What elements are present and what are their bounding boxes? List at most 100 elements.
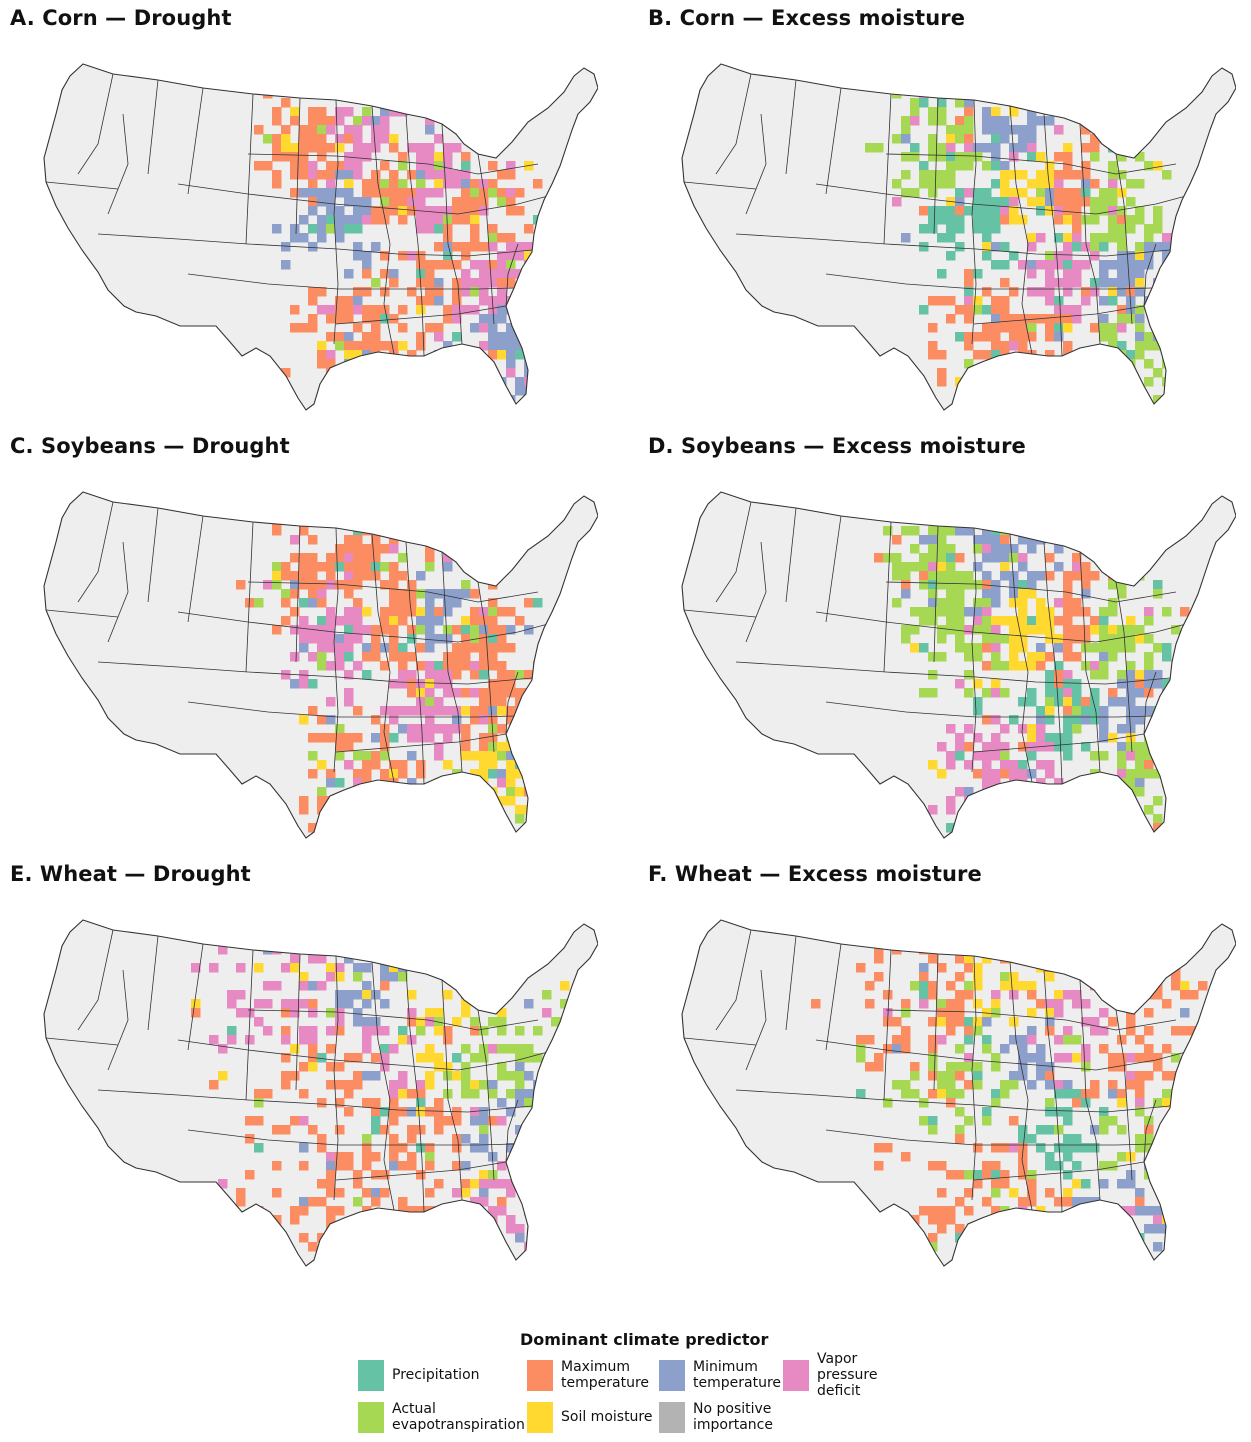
county-cell	[1045, 116, 1055, 126]
county-cell	[919, 224, 929, 234]
county-cell	[371, 1017, 381, 1027]
county-cell	[434, 697, 444, 707]
county-cell	[973, 386, 983, 396]
county-cell	[1108, 580, 1118, 590]
county-cell	[946, 1008, 956, 1018]
county-cell	[1180, 1008, 1190, 1018]
county-cell	[479, 652, 489, 662]
county-cell	[1171, 1197, 1181, 1207]
county-cell	[991, 589, 1001, 599]
state-border	[815, 1039, 1187, 1071]
county-cell	[479, 751, 489, 761]
county-cell	[371, 634, 381, 644]
county-cell	[1000, 1080, 1010, 1090]
county-cell	[497, 278, 507, 288]
county-cell	[218, 1071, 228, 1081]
county-cell	[1036, 1224, 1046, 1234]
county-cell	[964, 981, 974, 991]
legend-item-no-positive-importance: No positive importance	[659, 1400, 773, 1434]
county-cell	[1054, 670, 1064, 680]
county-cell	[1063, 1089, 1073, 1099]
county-cell	[317, 733, 327, 743]
county-cell	[470, 215, 480, 225]
county-cell	[380, 742, 390, 752]
county-cell	[470, 1143, 480, 1153]
county-cell	[1000, 751, 1010, 761]
county-cell	[299, 1089, 309, 1099]
county-cell	[353, 634, 363, 644]
county-cell	[991, 1188, 1001, 1198]
county-cell	[470, 990, 480, 1000]
county-cell	[542, 377, 552, 387]
county-cell	[272, 1161, 282, 1171]
county-cell	[389, 589, 399, 599]
county-cell	[326, 553, 336, 563]
county-cell	[317, 499, 327, 509]
county-cell	[380, 963, 390, 973]
county-cell	[308, 652, 318, 662]
county-cell	[452, 1134, 462, 1144]
county-cell	[937, 377, 947, 387]
county-cell	[937, 544, 947, 554]
county-cell	[416, 724, 426, 734]
county-cell	[533, 251, 543, 261]
county-cell	[991, 598, 1001, 608]
county-cell	[1108, 936, 1118, 946]
county-cell	[991, 508, 1001, 518]
county-cell	[380, 796, 390, 806]
county-cell	[1063, 1035, 1073, 1045]
county-cell	[946, 805, 956, 815]
county-cell	[1171, 972, 1181, 982]
county-cell	[1234, 1188, 1236, 1198]
county-cell	[344, 125, 354, 135]
county-cell	[1108, 170, 1118, 180]
county-cell	[919, 999, 929, 1009]
county-cell	[1045, 1098, 1055, 1108]
county-cell	[299, 805, 309, 815]
county-cell	[991, 643, 1001, 653]
county-cell	[434, 296, 444, 306]
county-cell	[515, 715, 525, 725]
county-cell	[353, 796, 363, 806]
county-cell	[299, 927, 309, 937]
county-cell	[416, 1242, 426, 1252]
county-cell	[946, 1080, 956, 1090]
county-cell	[461, 152, 471, 162]
county-cell	[1090, 152, 1100, 162]
county-cell	[488, 260, 498, 270]
county-cell	[1090, 1125, 1100, 1135]
county-cell	[1126, 251, 1136, 261]
county-cell	[1045, 733, 1055, 743]
county-cell	[533, 1098, 543, 1108]
county-cell	[1099, 652, 1109, 662]
county-cell	[452, 688, 462, 698]
county-cell	[434, 332, 444, 342]
county-cell	[1018, 508, 1028, 518]
county-cell	[407, 688, 417, 698]
county-cell	[1108, 1161, 1118, 1171]
state-border	[1009, 105, 1033, 355]
county-cell	[1000, 179, 1010, 189]
county-cell	[1099, 751, 1109, 761]
county-cell	[964, 287, 974, 297]
county-cell	[928, 170, 938, 180]
county-cell	[353, 377, 363, 387]
county-cell	[326, 377, 336, 387]
county-cell	[335, 742, 345, 752]
county-cell	[380, 1170, 390, 1180]
county-cell	[254, 1215, 264, 1225]
county-cell	[416, 1080, 426, 1090]
county-cell	[317, 634, 327, 644]
county-cell	[1027, 751, 1037, 761]
county-cell	[937, 1188, 947, 1198]
county-cell	[362, 1044, 372, 1054]
county-cell	[578, 1188, 588, 1198]
county-cell	[299, 571, 309, 581]
county-cell	[569, 350, 579, 360]
county-cell	[380, 769, 390, 779]
county-cell	[1027, 143, 1037, 153]
county-cell	[299, 1026, 309, 1036]
county-cell	[937, 206, 947, 216]
county-cell	[955, 733, 965, 743]
county-cell	[236, 963, 246, 973]
